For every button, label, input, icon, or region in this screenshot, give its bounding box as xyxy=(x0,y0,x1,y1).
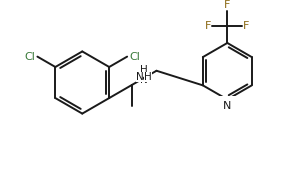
Text: Cl: Cl xyxy=(25,52,35,62)
Text: N: N xyxy=(223,101,231,111)
Text: N: N xyxy=(140,75,148,85)
Text: F: F xyxy=(243,21,250,31)
Text: H: H xyxy=(144,72,152,82)
Text: F: F xyxy=(205,21,211,31)
Text: H: H xyxy=(140,65,148,75)
Text: F: F xyxy=(224,0,231,10)
Text: N: N xyxy=(135,72,143,82)
Text: Cl: Cl xyxy=(129,52,140,62)
